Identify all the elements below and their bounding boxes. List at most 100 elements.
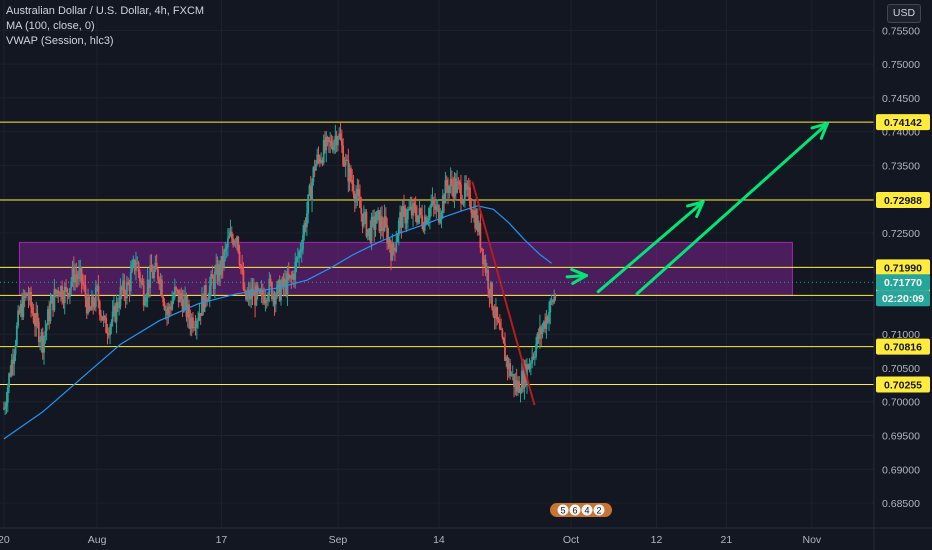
legend-vwap[interactable]: VWAP (Session, hlc3) — [6, 35, 114, 47]
candle-body — [167, 306, 170, 315]
candle-body — [241, 266, 244, 270]
candle-body — [416, 215, 418, 223]
y-tick-label: 0.70000 — [882, 397, 920, 409]
y-tick-label: 0.68500 — [882, 498, 920, 510]
candle-body — [313, 167, 316, 171]
candle-body — [463, 183, 466, 201]
candle-body — [322, 139, 325, 164]
candle-body — [519, 392, 522, 394]
candle-body — [245, 290, 247, 300]
candle-body — [210, 274, 212, 286]
candle-body — [324, 139, 326, 151]
candle-body — [217, 264, 220, 282]
candle-body — [228, 235, 231, 239]
candle-body — [355, 195, 357, 202]
candle-body — [198, 313, 201, 321]
candle-body — [489, 282, 492, 297]
candle-body — [537, 333, 540, 340]
candle-body — [404, 207, 407, 224]
candle-body — [529, 363, 532, 365]
candle-body — [114, 305, 117, 322]
candle-body — [173, 287, 176, 298]
y-tick-label: 0.71000 — [882, 329, 920, 341]
candle-body — [347, 159, 350, 182]
candle-body — [456, 181, 458, 193]
candle-body — [123, 280, 126, 295]
candle-body — [498, 322, 501, 329]
candle-body — [554, 296, 557, 298]
candle-body — [299, 251, 302, 253]
level-tag-bg — [876, 338, 930, 355]
candle-body — [457, 181, 460, 183]
candle-body — [409, 206, 412, 209]
candle-body — [342, 145, 345, 166]
candle-body — [188, 304, 190, 320]
candle-body — [264, 300, 267, 304]
candle-body — [272, 293, 275, 300]
candle-body — [454, 178, 457, 193]
candle-body — [304, 223, 307, 228]
candle-body — [215, 264, 218, 272]
candle-body — [202, 295, 205, 312]
candle-body — [377, 210, 379, 212]
candle-body — [394, 248, 396, 252]
candle-body — [19, 304, 22, 313]
candle-body — [221, 256, 224, 267]
candle-body — [387, 238, 390, 244]
event-count: 6 — [572, 506, 577, 516]
candle-body — [311, 181, 313, 201]
candle-body — [138, 272, 141, 282]
candle-body — [381, 216, 383, 228]
candle-body — [111, 311, 114, 323]
candle-body — [360, 207, 363, 214]
currency-button[interactable]: USD — [887, 4, 921, 23]
x-tick-label: 14 — [433, 534, 445, 546]
legend-ma[interactable]: MA (100, close, 0) — [6, 20, 95, 32]
candle-body — [163, 302, 166, 310]
candle-body — [15, 325, 18, 345]
candle-body — [285, 279, 288, 295]
arrow-shaft — [635, 122, 829, 296]
candle-body — [78, 271, 80, 279]
candle-body — [546, 316, 549, 323]
red-trendline — [471, 181, 536, 406]
level-tag-bg — [876, 376, 930, 393]
candle-body — [186, 304, 189, 317]
candle-body — [195, 321, 198, 328]
candle-body — [488, 289, 491, 297]
candle-body — [89, 309, 92, 311]
candle-body — [438, 205, 440, 223]
candle-body — [96, 285, 99, 288]
candle-body — [369, 228, 372, 242]
candle-body — [410, 206, 413, 216]
legend-symbol[interactable]: Australian Dollar / U.S. Dollar, 4h, FXC… — [6, 5, 205, 17]
candle-body — [305, 213, 308, 228]
candle-body — [76, 276, 79, 279]
candle-body — [67, 293, 70, 297]
candle-body — [94, 287, 97, 307]
candle-body — [208, 285, 211, 299]
candle-body — [263, 296, 266, 304]
candle-body — [194, 327, 197, 329]
candle-body — [105, 318, 108, 333]
candle-body — [28, 291, 31, 301]
candle-body — [359, 196, 361, 208]
candle-body — [445, 179, 448, 187]
candle-body — [92, 296, 95, 307]
candle-body — [261, 290, 264, 297]
candle-body — [155, 262, 158, 270]
candle-body — [140, 280, 143, 282]
candle-body — [190, 317, 193, 329]
candle-body — [497, 319, 500, 323]
candle-body — [551, 300, 554, 303]
level-tag: 0.70816 — [884, 342, 922, 354]
candle-body — [283, 279, 286, 287]
candle-body — [75, 274, 78, 277]
candle-body — [151, 271, 154, 278]
candle-body — [501, 329, 504, 338]
candle-body — [541, 327, 544, 335]
candle-body — [246, 294, 249, 300]
candle-body — [448, 186, 451, 193]
